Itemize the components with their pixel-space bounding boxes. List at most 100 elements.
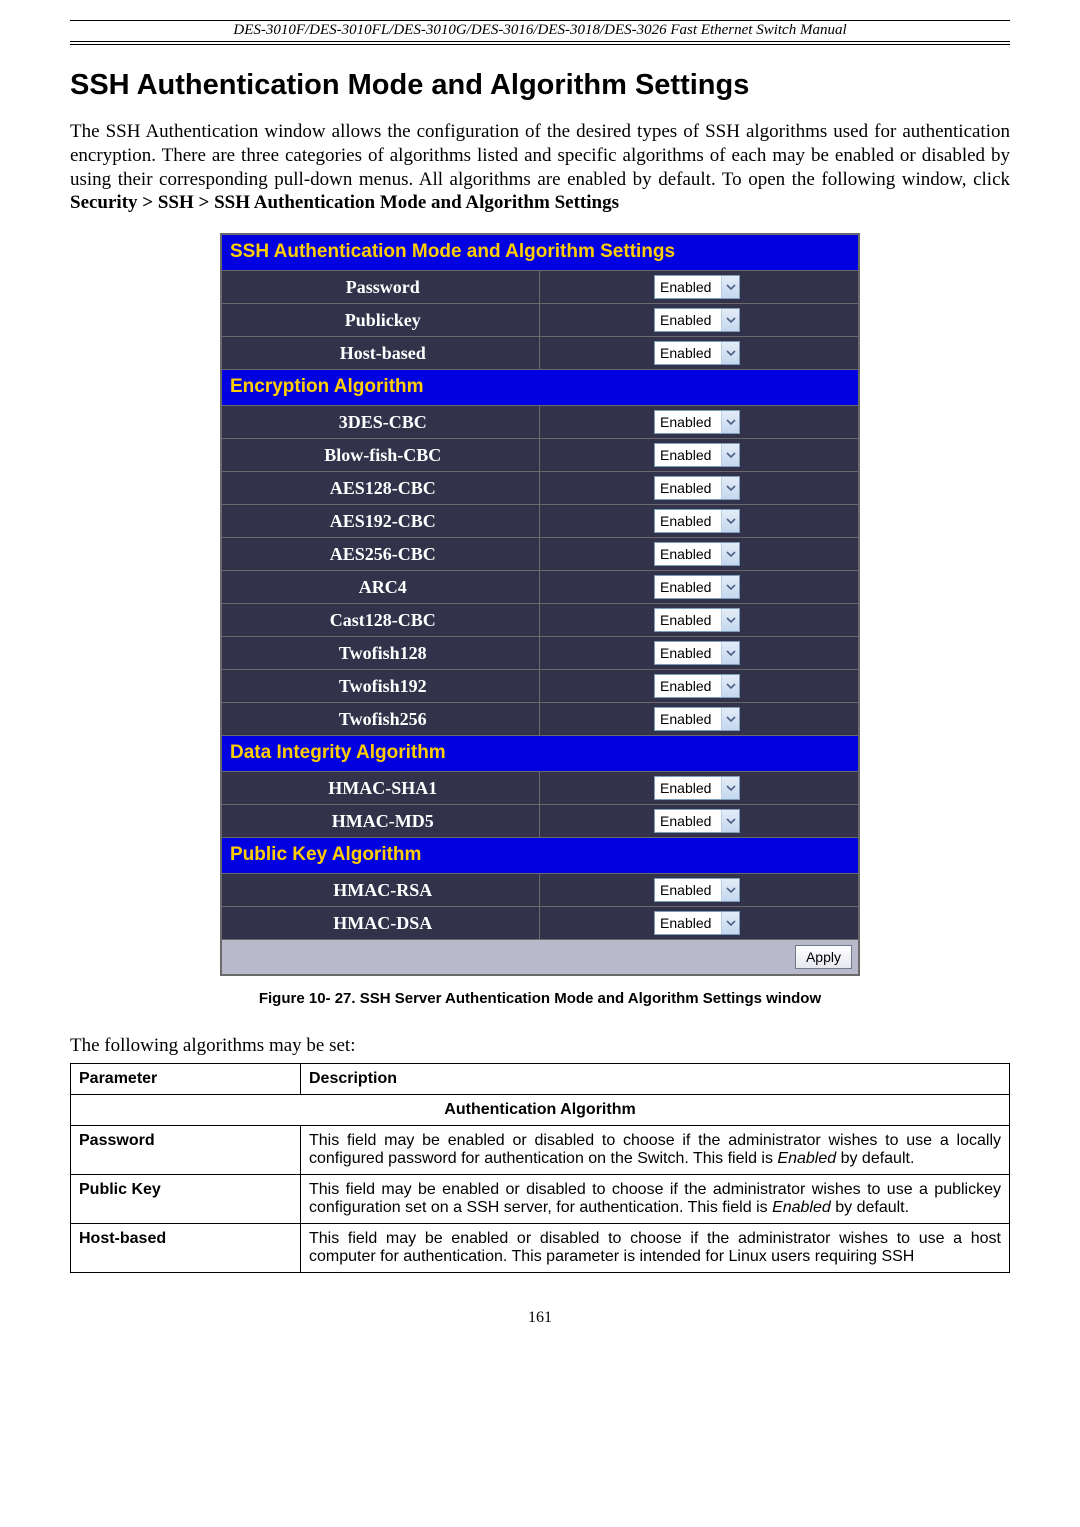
chevron-down-icon bbox=[721, 777, 739, 799]
intro-text: The SSH Authentication window allows the… bbox=[70, 121, 1010, 190]
setting-value-cell: Enabled bbox=[539, 604, 859, 637]
enable-dropdown[interactable]: Enabled bbox=[654, 542, 740, 566]
enable-dropdown[interactable]: Enabled bbox=[654, 776, 740, 800]
enable-dropdown[interactable]: Enabled bbox=[654, 707, 740, 731]
chevron-down-icon bbox=[721, 879, 739, 901]
enable-dropdown[interactable]: Enabled bbox=[654, 443, 740, 467]
dropdown-value: Enabled bbox=[655, 912, 721, 934]
settings-row: Cast128-CBCEnabled bbox=[221, 604, 859, 637]
setting-value-cell: Enabled bbox=[539, 337, 859, 370]
apply-row: Apply bbox=[221, 940, 859, 976]
setting-value-cell: Enabled bbox=[539, 907, 859, 940]
dropdown-value: Enabled bbox=[655, 477, 721, 499]
setting-value-cell: Enabled bbox=[539, 472, 859, 505]
apply-button[interactable]: Apply bbox=[795, 945, 852, 969]
param-header-parameter: Parameter bbox=[71, 1064, 301, 1095]
table-row: Public KeyThis field may be enabled or d… bbox=[71, 1175, 1010, 1224]
setting-label: Password bbox=[221, 271, 539, 304]
page-title: SSH Authentication Mode and Algorithm Se… bbox=[70, 69, 1010, 102]
settings-figure: SSH Authentication Mode and Algorithm Se… bbox=[70, 233, 1010, 976]
dropdown-value: Enabled bbox=[655, 642, 721, 664]
param-header-row: Parameter Description bbox=[71, 1064, 1010, 1095]
setting-value-cell: Enabled bbox=[539, 271, 859, 304]
chevron-down-icon bbox=[721, 642, 739, 664]
enable-dropdown[interactable]: Enabled bbox=[654, 275, 740, 299]
setting-label: AES256-CBC bbox=[221, 538, 539, 571]
setting-label: HMAC-DSA bbox=[221, 907, 539, 940]
parameter-table: Parameter Description Authentication Alg… bbox=[70, 1063, 1010, 1273]
setting-label: Host-based bbox=[221, 337, 539, 370]
dropdown-value: Enabled bbox=[655, 276, 721, 298]
setting-value-cell: Enabled bbox=[539, 670, 859, 703]
setting-value-cell: Enabled bbox=[539, 538, 859, 571]
param-description: This field may be enabled or disabled to… bbox=[301, 1126, 1010, 1175]
settings-row: Blow-fish-CBC Enabled bbox=[221, 439, 859, 472]
setting-value-cell: Enabled bbox=[539, 772, 859, 805]
enable-dropdown[interactable]: Enabled bbox=[654, 674, 740, 698]
settings-row: HMAC-DSA Enabled bbox=[221, 907, 859, 940]
chevron-down-icon bbox=[721, 309, 739, 331]
page-number: 161 bbox=[70, 1309, 1010, 1327]
setting-value-cell: Enabled bbox=[539, 304, 859, 337]
section-header: Data Integrity Algorithm bbox=[221, 736, 859, 772]
chevron-down-icon bbox=[721, 276, 739, 298]
param-description: This field may be enabled or disabled to… bbox=[301, 1175, 1010, 1224]
header-rule-bottom bbox=[70, 41, 1010, 42]
chevron-down-icon bbox=[721, 477, 739, 499]
dropdown-value: Enabled bbox=[655, 609, 721, 631]
table-row: Host-basedThis field may be enabled or d… bbox=[71, 1224, 1010, 1273]
enable-dropdown[interactable]: Enabled bbox=[654, 509, 740, 533]
section-header: Public Key Algorithm bbox=[221, 838, 859, 874]
intro-paragraph: The SSH Authentication window allows the… bbox=[70, 120, 1010, 215]
dropdown-value: Enabled bbox=[655, 510, 721, 532]
setting-label: AES128-CBC bbox=[221, 472, 539, 505]
header-rule-under bbox=[70, 44, 1010, 45]
param-section-row: Authentication Algorithm bbox=[71, 1095, 1010, 1126]
settings-row: Twofish192Enabled bbox=[221, 670, 859, 703]
chevron-down-icon bbox=[721, 576, 739, 598]
enable-dropdown[interactable]: Enabled bbox=[654, 608, 740, 632]
section-header: SSH Authentication Mode and Algorithm Se… bbox=[221, 234, 859, 271]
dropdown-value: Enabled bbox=[655, 309, 721, 331]
setting-label: HMAC-SHA1 bbox=[221, 772, 539, 805]
chevron-down-icon bbox=[721, 510, 739, 532]
setting-label: ARC4 bbox=[221, 571, 539, 604]
setting-label: HMAC-MD5 bbox=[221, 805, 539, 838]
chevron-down-icon bbox=[721, 543, 739, 565]
enable-dropdown[interactable]: Enabled bbox=[654, 575, 740, 599]
enable-dropdown[interactable]: Enabled bbox=[654, 878, 740, 902]
setting-label: 3DES-CBC bbox=[221, 406, 539, 439]
figure-caption: Figure 10- 27. SSH Server Authentication… bbox=[70, 990, 1010, 1007]
param-description: This field may be enabled or disabled to… bbox=[301, 1224, 1010, 1273]
setting-value-cell: Enabled bbox=[539, 805, 859, 838]
setting-value-cell: Enabled bbox=[539, 874, 859, 907]
dropdown-value: Enabled bbox=[655, 342, 721, 364]
enable-dropdown[interactable]: Enabled bbox=[654, 809, 740, 833]
setting-value-cell: Enabled bbox=[539, 637, 859, 670]
chevron-down-icon bbox=[721, 342, 739, 364]
setting-value-cell: Enabled bbox=[539, 703, 859, 736]
dropdown-value: Enabled bbox=[655, 543, 721, 565]
dropdown-value: Enabled bbox=[655, 576, 721, 598]
lead-in-text: The following algorithms may be set: bbox=[70, 1035, 1010, 1057]
dropdown-value: Enabled bbox=[655, 810, 721, 832]
settings-row: AES128-CBC Enabled bbox=[221, 472, 859, 505]
setting-value-cell: Enabled bbox=[539, 571, 859, 604]
enable-dropdown[interactable]: Enabled bbox=[654, 410, 740, 434]
dropdown-value: Enabled bbox=[655, 777, 721, 799]
param-name: Host-based bbox=[71, 1224, 301, 1273]
settings-row: HMAC-SHA1 Enabled bbox=[221, 772, 859, 805]
param-name: Public Key bbox=[71, 1175, 301, 1224]
enable-dropdown[interactable]: Enabled bbox=[654, 641, 740, 665]
settings-row: Password Enabled bbox=[221, 271, 859, 304]
setting-label: Blow-fish-CBC bbox=[221, 439, 539, 472]
breadcrumb: Security > SSH > SSH Authentication Mode… bbox=[70, 192, 619, 213]
param-name: Password bbox=[71, 1126, 301, 1175]
enable-dropdown[interactable]: Enabled bbox=[654, 341, 740, 365]
enable-dropdown[interactable]: Enabled bbox=[654, 308, 740, 332]
settings-row: Host-based Enabled bbox=[221, 337, 859, 370]
enable-dropdown[interactable]: Enabled bbox=[654, 476, 740, 500]
settings-row: AES256-CBC Enabled bbox=[221, 538, 859, 571]
chevron-down-icon bbox=[721, 708, 739, 730]
enable-dropdown[interactable]: Enabled bbox=[654, 911, 740, 935]
